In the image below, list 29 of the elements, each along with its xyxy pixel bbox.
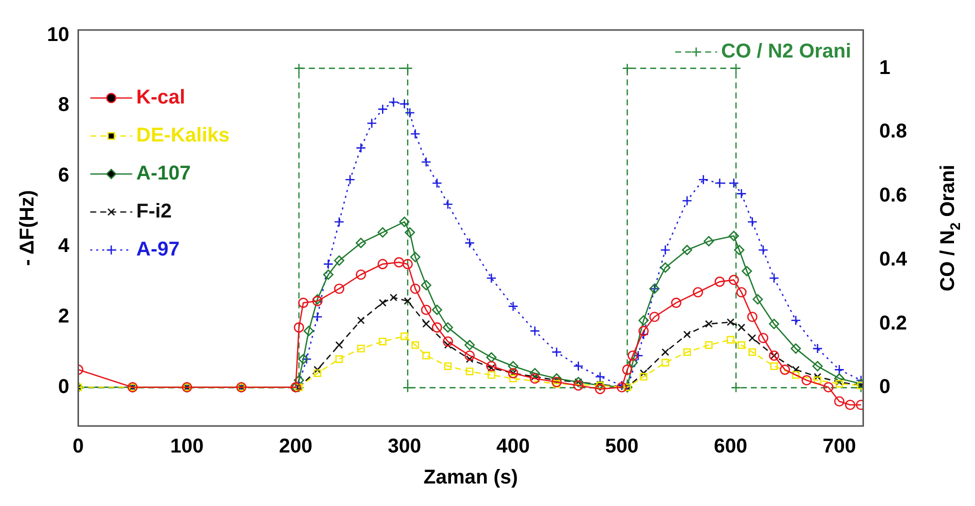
legend-label: A-107 [136, 162, 191, 185]
x-tick-label: 600 [714, 436, 748, 458]
x-tick-label: 0 [72, 436, 84, 458]
legend-label: K-cal [136, 86, 186, 109]
y2-tick-label: 0.2 [879, 312, 908, 334]
x-tick-label: 200 [278, 436, 312, 458]
y2-axis-title: CO / N2 Orani [937, 164, 963, 292]
x-tick-label: 300 [388, 436, 422, 458]
legend-label: F-i2 [136, 200, 172, 223]
legend-label: DE-Kaliks [136, 124, 230, 147]
y-tick-label: 4 [58, 234, 70, 257]
x-tick-label: 700 [822, 436, 856, 458]
y2-tick-label: 0.8 [879, 120, 908, 143]
legend-label: A-97 [136, 238, 180, 261]
y-tick-label: 10 [46, 24, 70, 46]
legend-label: CO / N2 Orani [721, 40, 852, 63]
y2-tick-label: 0 [879, 376, 890, 398]
x-tick-label: 500 [605, 436, 639, 458]
y-tick-label: 0 [58, 376, 70, 398]
y2-tick-label: 0.6 [879, 184, 908, 207]
x-tick-label: 400 [496, 436, 530, 458]
y-tick-label: 6 [58, 164, 70, 187]
y-tick-label: 8 [58, 94, 70, 116]
y-tick-label: 2 [58, 305, 70, 328]
x-tick-label: 100 [170, 436, 204, 458]
y2-tick-label: 1 [879, 56, 890, 79]
y-axis-title: - ΔF(Hz) [16, 190, 39, 266]
x-axis-title: Zaman (s) [423, 466, 518, 489]
y2-tick-label: 0.4 [879, 248, 908, 270]
